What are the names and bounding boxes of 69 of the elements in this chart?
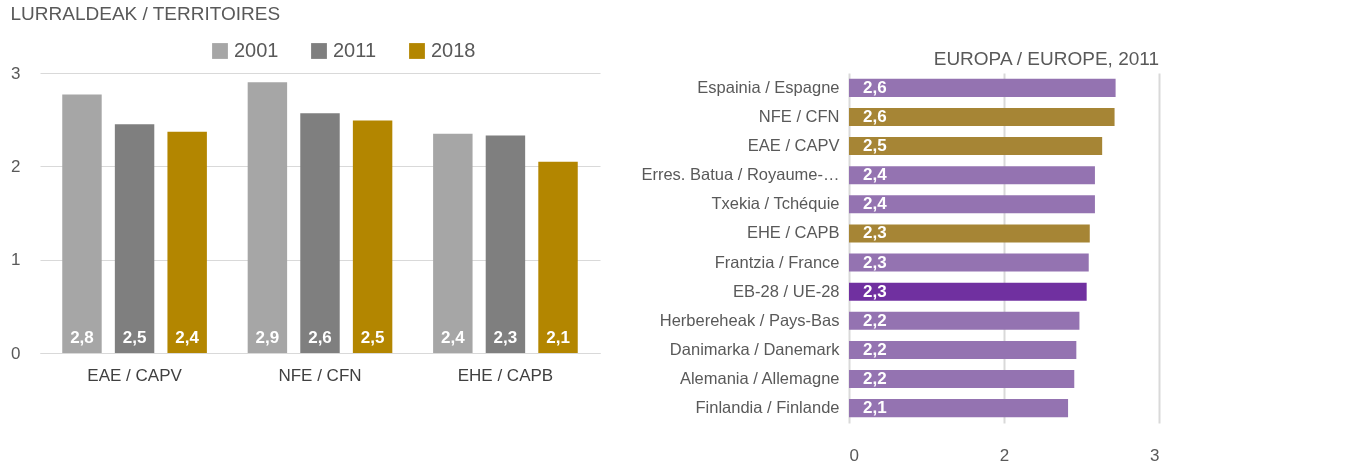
y-tick-label: Finlandia / Finlande — [695, 398, 840, 417]
y-tick-label: 3 — [11, 63, 21, 83]
legend-label: 2001 — [234, 39, 279, 61]
data-label: 2,6 — [863, 77, 887, 97]
bar — [247, 82, 288, 353]
data-label: 2,3 — [863, 281, 887, 301]
bar — [849, 370, 1075, 389]
bar — [849, 399, 1069, 418]
y-tick-label: Erres. Batua / Royaume-… — [641, 165, 840, 184]
bar — [849, 195, 1095, 214]
bar — [849, 340, 1077, 359]
bar — [849, 253, 1089, 272]
chart-title: EUROPA / EUROPE, 2011 — [933, 48, 1159, 69]
data-label: 2,5 — [360, 328, 385, 347]
data-label: 2,4 — [863, 194, 888, 214]
y-tick-label: Txekia / Tchéquie — [711, 194, 840, 213]
data-label: 2,6 — [308, 328, 332, 347]
data-label: 2,4 — [441, 328, 466, 347]
x-tick-label: 3 — [1150, 445, 1160, 465]
data-label: 2,9 — [255, 328, 280, 347]
data-label: 2,6 — [863, 106, 887, 126]
bar — [849, 137, 1103, 156]
legend-label: 2018 — [431, 39, 476, 61]
y-tick-label: Herbereheak / Pays-Bas — [659, 310, 840, 329]
data-label: 2,1 — [546, 328, 570, 347]
y-tick-label: Danimarka / Danemark — [669, 339, 841, 358]
x-tick-label: EHE / CAPB — [457, 365, 554, 385]
data-label: 2,2 — [863, 369, 887, 389]
data-label: 2,2 — [863, 339, 887, 359]
y-tick-label: Espainia / Espagne — [697, 77, 840, 96]
bar — [114, 124, 155, 353]
bar — [849, 166, 1095, 185]
bar — [62, 94, 102, 353]
bar — [167, 131, 207, 353]
x-tick-label: 0 — [849, 445, 859, 465]
bar — [849, 311, 1080, 330]
y-tick-label: NFE / CFN — [758, 106, 840, 125]
bar — [538, 161, 578, 353]
y-tick-label: Frantzia / France — [714, 252, 840, 271]
y-tick-label: EAE / CAPV — [747, 136, 840, 155]
data-label: 2,5 — [863, 136, 887, 156]
x-tick-label: 2 — [999, 445, 1010, 465]
data-label: 2,8 — [70, 328, 94, 347]
chart-title: LURRALDEAK / TERRITOIRES — [10, 3, 281, 24]
data-label: 2,4 — [175, 328, 200, 347]
bar — [849, 224, 1090, 243]
y-tick-label: EB-28 / UE-28 — [733, 281, 840, 300]
data-label: 2,4 — [863, 165, 888, 185]
y-tick-label: 1 — [11, 250, 21, 270]
data-label: 2,5 — [122, 328, 147, 347]
data-label: 2,3 — [863, 223, 887, 243]
bar — [433, 133, 473, 353]
bar — [300, 113, 340, 353]
x-tick-label: NFE / CFN — [278, 365, 362, 385]
data-label: 2,2 — [863, 310, 887, 330]
data-label: 2,1 — [863, 398, 887, 418]
data-label: 2,3 — [863, 252, 887, 272]
y-tick-label: 0 — [11, 343, 21, 363]
x-tick-label: EAE / CAPV — [87, 365, 183, 385]
bar — [849, 282, 1087, 301]
bar — [849, 107, 1115, 126]
y-tick-label: 2 — [11, 156, 21, 176]
data-label: 2,3 — [493, 328, 518, 347]
bar — [352, 120, 393, 353]
bar — [485, 135, 526, 353]
legend-label: 2011 — [333, 39, 377, 61]
y-tick-label: EHE / CAPB — [746, 223, 840, 242]
bar — [849, 78, 1116, 97]
y-tick-label: Alemania / Allemagne — [679, 369, 840, 388]
